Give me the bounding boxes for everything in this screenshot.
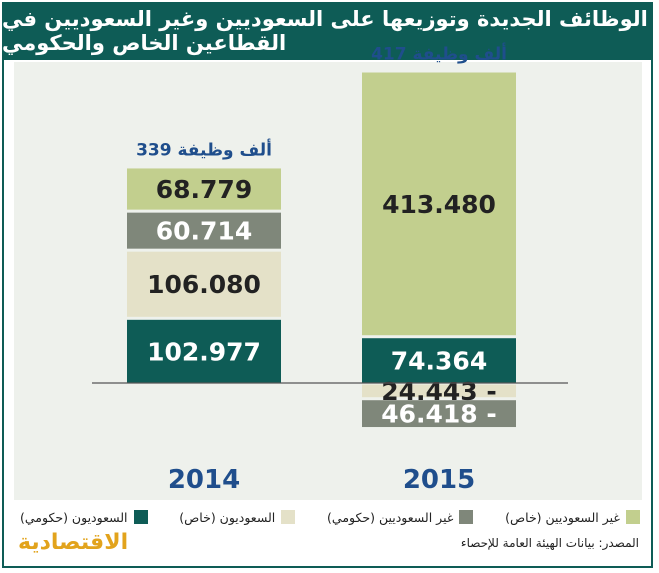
bar-value-label: 60.714: [156, 217, 252, 246]
bar-segment: [362, 400, 516, 428]
legend-item: السعوديون (حكومي): [20, 510, 148, 525]
legend-swatch: [281, 510, 296, 524]
x-tick-label: 2014: [168, 465, 240, 495]
legend-item: السعوديون (خاص): [179, 509, 296, 525]
bar-total-label: 339 ألف وظيفة: [136, 138, 272, 160]
chart-title: الوظائف الجديدة وتوزيعها على السعوديين و…: [2, 2, 653, 60]
bar-value-label: 413.480: [382, 190, 496, 219]
source-note: المصدر: بيانات الهيئة العامة للإحصاء: [460, 536, 639, 550]
legend-item: غير السعوديين (خاص): [505, 510, 640, 525]
logo: الاقتصادية: [18, 530, 129, 555]
legend: غير السعوديين (خاص) غير السعوديين (حكومي…: [20, 504, 640, 530]
bar-segment: [362, 338, 516, 383]
bar-segment: [362, 384, 516, 398]
legend-label: السعوديون (حكومي): [20, 509, 128, 525]
legend-swatch: [625, 510, 640, 524]
bar-segment: [127, 168, 281, 210]
legend-label: غير السعوديين (خاص): [505, 509, 620, 525]
bar-value-label: 102.977: [147, 337, 261, 366]
legend-label: السعوديون (خاص): [179, 509, 276, 525]
chart-panel: [14, 62, 642, 500]
legend-swatch: [133, 510, 148, 524]
bar-value-label: 106.080: [147, 270, 261, 299]
bar-segment: [127, 212, 281, 249]
bar-segment: [362, 72, 516, 336]
bar-value-label: 68.779: [156, 175, 252, 204]
bar-value-label: 74.364: [391, 347, 487, 376]
bar-segment: [127, 251, 281, 317]
legend-label: غير السعوديين (حكومي): [327, 509, 454, 525]
x-tick-label: 2015: [403, 465, 475, 495]
legend-swatch: [459, 510, 474, 524]
legend-item: غير السعوديين (حكومي): [327, 509, 474, 525]
bar-value-label: 46.418 -: [381, 400, 497, 429]
bar-total-label: 417 ألف وظيفة: [371, 43, 507, 65]
bar-segment: [127, 319, 281, 383]
